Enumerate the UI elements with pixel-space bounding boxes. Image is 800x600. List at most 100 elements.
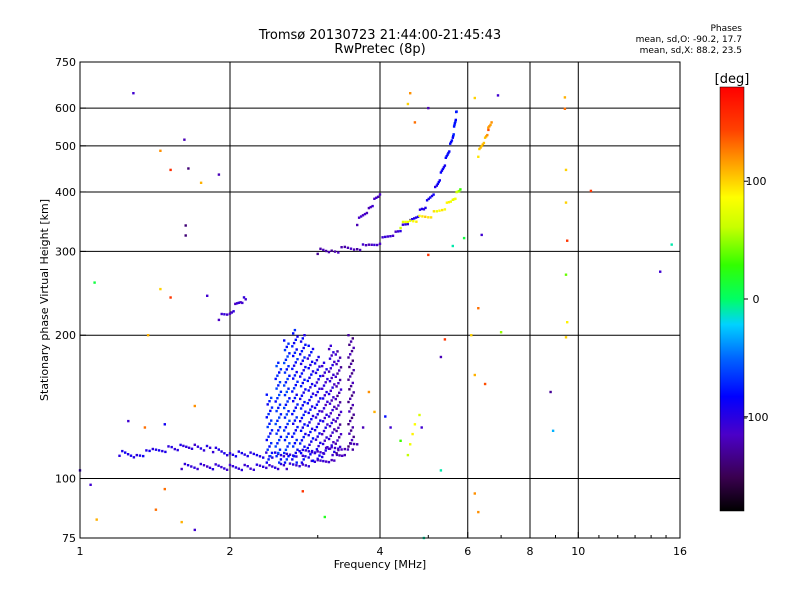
trace-point: [237, 450, 240, 453]
scatter-point: [93, 281, 96, 284]
spread-point: [275, 432, 278, 435]
spread-point: [306, 379, 309, 383]
spread-point: [335, 362, 338, 366]
spread-point: [306, 402, 309, 405]
spread-point: [292, 445, 295, 448]
trace-point: [399, 229, 402, 233]
spread-point: [319, 397, 322, 400]
trace-point: [422, 208, 426, 211]
trace-point: [249, 467, 252, 470]
trace-point: [486, 133, 489, 137]
trace-point: [304, 449, 307, 452]
scatter-point: [670, 243, 673, 246]
trace-point: [154, 448, 158, 451]
scatter-point: [411, 432, 414, 436]
x-tick-label: 6: [464, 545, 471, 558]
trace-point: [226, 454, 229, 457]
spread-point: [278, 393, 281, 397]
trace-point: [425, 199, 429, 202]
spread-point: [351, 448, 354, 451]
trace-point: [180, 467, 183, 471]
spread-point: [283, 393, 287, 397]
spread-point: [348, 365, 351, 369]
spread-point: [299, 397, 302, 401]
spread-point: [277, 384, 280, 387]
spread-point: [338, 423, 342, 426]
spread-point: [292, 341, 296, 345]
spread-point: [311, 347, 315, 351]
trace-point: [288, 462, 292, 465]
x-tick-label: 2: [227, 545, 234, 558]
trace-point: [185, 445, 188, 448]
spread-point: [321, 387, 324, 390]
spread-point: [331, 386, 334, 389]
scatter-point: [470, 334, 473, 337]
trace-point: [416, 215, 420, 218]
spread-point: [321, 374, 325, 377]
spread-point: [326, 446, 329, 449]
spread-point: [352, 435, 355, 439]
trace-point: [316, 252, 319, 256]
scatter-point: [589, 189, 593, 193]
spread-point: [338, 369, 341, 372]
spread-point: [294, 338, 297, 341]
spread-point: [278, 426, 282, 429]
spread-point: [287, 455, 290, 458]
spread-point: [278, 403, 282, 406]
x-tick-label: 1: [77, 545, 84, 558]
spread-point: [294, 451, 297, 455]
trace-point: [268, 464, 271, 467]
trace-point: [235, 302, 239, 305]
spread-point: [302, 391, 305, 394]
spread-point: [318, 409, 321, 413]
trace-point: [438, 209, 441, 212]
scatter-point: [199, 181, 203, 184]
spread-point: [286, 445, 289, 448]
phase-stats-x-mode: mean, sd,X: 88.2, 23.5: [639, 46, 742, 56]
trace-point: [409, 219, 412, 222]
trace-point: [391, 234, 395, 237]
spread-point: [348, 410, 351, 413]
trace-point: [243, 453, 246, 456]
trace-point: [279, 462, 283, 466]
trace-point: [313, 460, 316, 463]
spread-point: [296, 448, 299, 451]
trace-point: [488, 125, 491, 128]
spread-point: [275, 455, 278, 458]
spread-point: [299, 442, 302, 445]
spread-point: [314, 416, 318, 419]
spread-point: [304, 410, 307, 413]
trace-point: [228, 312, 232, 315]
trace-point: [145, 449, 148, 452]
trace-point: [202, 449, 206, 452]
spread-point: [277, 361, 280, 364]
spread-point: [321, 364, 324, 368]
spread-point: [296, 380, 299, 383]
trace-point: [135, 453, 138, 457]
spread-point: [310, 427, 314, 430]
spread-point: [292, 455, 296, 458]
spread-point: [293, 328, 297, 332]
trace-point: [453, 123, 456, 127]
x-tick-label: 10: [571, 545, 585, 558]
spread-point: [334, 397, 337, 401]
spread-point: [330, 376, 333, 380]
scatter-point: [389, 426, 392, 429]
scatter-point: [361, 426, 365, 429]
spread-point: [302, 413, 305, 417]
y-tick-label: 100: [55, 473, 76, 486]
scatter-point: [564, 201, 568, 204]
trace-point: [319, 247, 322, 250]
trace-point: [386, 235, 389, 238]
spread-point: [308, 443, 311, 446]
colorbar-tick-label: 100: [746, 175, 767, 188]
spread-point: [335, 452, 338, 455]
spread-point: [276, 374, 279, 377]
spread-point: [309, 453, 312, 456]
trace-point: [196, 467, 199, 471]
scatter-point: [406, 102, 410, 106]
spread-point: [349, 375, 352, 378]
spread-point: [328, 425, 332, 428]
spread-point: [301, 426, 304, 429]
trace-point: [157, 449, 161, 452]
